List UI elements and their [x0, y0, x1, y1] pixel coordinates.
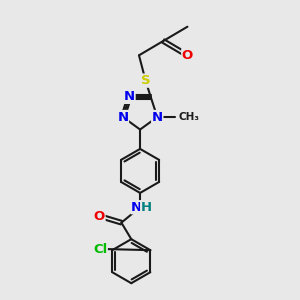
- Text: N: N: [152, 111, 163, 124]
- Text: CH₃: CH₃: [178, 112, 199, 122]
- Text: S: S: [141, 74, 150, 87]
- Text: N: N: [124, 90, 135, 104]
- Text: O: O: [182, 49, 193, 62]
- Text: N: N: [117, 111, 128, 124]
- Text: Cl: Cl: [93, 243, 107, 256]
- Text: H: H: [141, 201, 152, 214]
- Text: O: O: [94, 209, 105, 223]
- Text: N: N: [131, 201, 142, 214]
